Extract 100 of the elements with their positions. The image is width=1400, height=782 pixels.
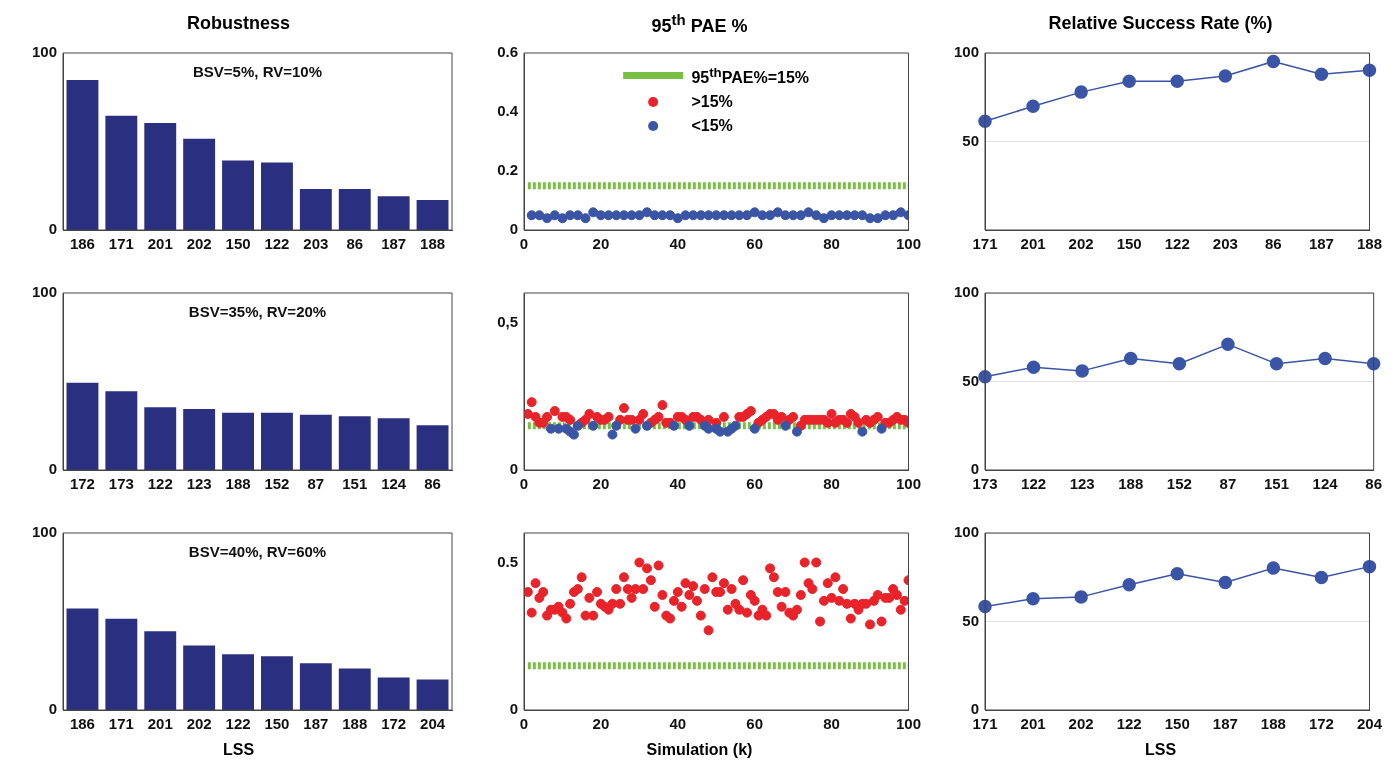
x-tick-label: 186 [69,715,95,733]
bar [299,663,332,710]
x-tick-label: 204 [1356,715,1383,733]
x-tick-label: 150 [264,715,290,733]
point [545,423,556,434]
bar [261,656,293,710]
x-tick-label: 172 [1308,715,1334,733]
bar [66,608,99,710]
point [1314,67,1329,81]
bar [338,668,371,710]
y-tick-label: 0.4 [497,102,519,120]
bar [144,122,177,230]
x-tick-label: 188 [1118,475,1144,493]
y-tick-label: 0 [509,220,518,238]
bar [144,631,177,710]
x-tick-label: 151 [342,475,368,493]
annotation: BSV=35%, RV=20% [188,302,327,320]
x-tick-label: 187 [1212,715,1238,733]
x-tick-label: 202 [186,235,212,253]
x-tick-label: 173 [108,475,134,493]
point [730,420,741,431]
x-tick-label: 173 [972,475,998,493]
legend-label: 95$^{th}$PAE%=15% [691,64,810,89]
x-tick-label: 86 [424,475,441,493]
point [1074,85,1088,99]
x-tick-label: 152 [1166,475,1192,493]
point [557,213,568,224]
point [857,426,868,437]
bar [183,138,216,230]
point [1170,74,1184,89]
y-tick-label: 50 [962,611,979,629]
point [630,423,641,434]
y-tick-label: 100 [31,43,57,61]
x-tick-label: 187 [381,235,407,253]
point [1074,590,1088,604]
bar [377,677,410,710]
y-tick-label: 100 [953,43,979,61]
bar [105,618,138,710]
x-tick-label: 87 [307,475,325,493]
point [1266,561,1281,575]
x-tick-label: 86 [346,235,364,253]
point [549,210,560,221]
x-tick-label: 171 [972,235,998,253]
y-tick-label: 0.5 [497,552,518,570]
x-tick-label: 186 [69,235,95,253]
point [607,429,618,440]
x-tick-label: 60 [746,715,764,733]
x-tick-label: 204 [420,715,446,733]
bar [416,679,449,710]
bar [299,414,332,470]
point [765,210,776,221]
point [1266,54,1281,69]
bar [222,654,254,710]
chart-title: 95$^{th}$ PAE % [651,11,748,36]
x-tick-label: 80 [823,715,840,733]
x-axis-title: LSS [222,740,255,760]
y-tick-label: 0 [970,700,979,718]
x-tick-label: 188 [420,235,446,253]
x-tick-label: 150 [1164,715,1190,733]
x-tick-label: 60 [746,235,764,253]
x-tick-label: 152 [264,475,290,493]
x-tick-label: 187 [303,715,329,733]
x-tick-label: 60 [746,475,764,493]
point [1218,69,1233,83]
bar [261,162,293,230]
point [1170,566,1184,581]
y-tick-label: 100 [953,283,979,301]
point [876,423,887,434]
x-tick-label: 80 [823,475,840,493]
x-tick-label: 40 [669,715,687,733]
point [588,420,599,431]
point [1122,577,1136,592]
x-tick-label: 80 [823,235,840,253]
x-tick-label: 40 [669,235,687,253]
point [772,207,783,218]
point [672,213,683,224]
bar [222,412,254,470]
point [791,426,802,437]
bar [183,645,216,710]
point [1075,364,1089,378]
x-tick-label: 172 [381,715,407,733]
bar [338,189,371,230]
point [542,213,553,224]
x-tick-label: 171 [972,715,998,733]
x-tick-label: 123 [186,475,212,493]
x-axis-title: LSS [1144,740,1177,760]
x-tick-label: 201 [147,235,173,253]
annotation: BSV=40%, RV=60% [188,542,327,560]
bar [416,425,449,470]
annotation: BSV=5%, RV=10% [193,62,322,80]
x-tick-label: 203 [303,235,329,253]
bar [66,382,99,470]
x-tick-label: 122 [264,235,290,253]
legend-label: <15% [691,116,733,137]
x-tick-label: 171 [108,715,134,733]
bar [416,200,449,230]
x-tick-label: 172 [69,475,95,493]
point [1218,575,1233,590]
x-tick-label: 100 [895,475,921,493]
x-tick-label: 123 [1069,475,1095,493]
